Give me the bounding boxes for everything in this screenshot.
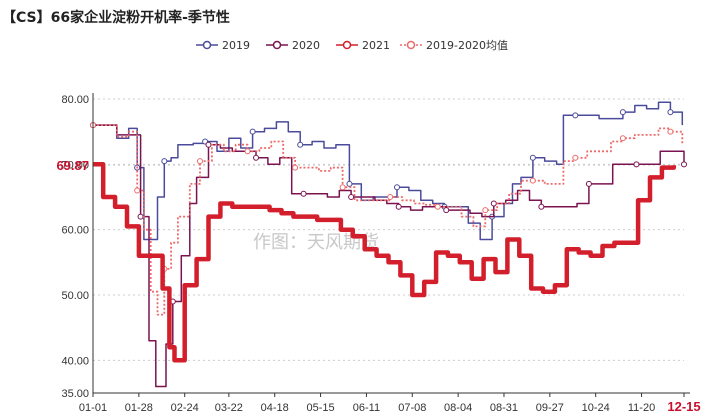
data-point: [205, 141, 212, 148]
x-tick-label: 01-01: [79, 402, 107, 414]
series-2021: [93, 162, 677, 363]
x-tick-label: 03-22: [215, 402, 243, 414]
data-point: [529, 154, 536, 161]
data-point: [619, 109, 626, 116]
data-point: [490, 200, 497, 207]
legend-item: 2019: [196, 39, 250, 52]
y-tick-label: 40.00: [61, 355, 89, 367]
data-point: [667, 109, 674, 116]
x-tick-label: 11-20: [628, 402, 655, 414]
x-tick-label: 07-08: [398, 402, 426, 414]
series-line: [93, 124, 685, 388]
data-point: [244, 148, 251, 155]
legend-swatch-marker: [202, 40, 212, 50]
series-line: [93, 162, 677, 363]
data-point: [443, 207, 450, 214]
data-point: [300, 190, 307, 197]
data-point: [633, 161, 640, 168]
data-point: [339, 184, 346, 191]
data-point: [681, 161, 687, 168]
data-point: [585, 180, 592, 187]
data-point: [395, 203, 402, 210]
series-line: [93, 101, 684, 241]
series-2019-2020均值: [90, 122, 684, 316]
legend-label: 2020: [292, 39, 320, 52]
grid-lines: [93, 98, 684, 394]
data-point: [137, 213, 144, 220]
data-point: [529, 177, 536, 184]
data-point: [387, 194, 394, 200]
data-point: [538, 203, 545, 210]
data-point: [297, 141, 304, 148]
x-tick-label: 06-11: [353, 402, 380, 414]
legend-swatch-marker: [342, 40, 352, 50]
legend-item: 2019-2020均值: [400, 39, 508, 52]
data-point: [619, 135, 626, 142]
data-point: [572, 112, 579, 119]
x-tick-label: 01-28: [125, 402, 153, 414]
data-point: [346, 180, 353, 187]
data-point: [196, 158, 203, 165]
axes: 35.00 40.00 50.00 60.00 70.00 80.00 69.87 01-01…: [56, 93, 701, 414]
reference-value-label: 69.87: [56, 158, 89, 173]
data-point: [393, 184, 400, 191]
chart-legend: 2019 2020 2021 2019-2020均值: [196, 39, 508, 52]
x-tick-label: 02-24: [171, 402, 199, 414]
data-point: [253, 154, 260, 161]
y-tick-label: 35.00: [61, 388, 89, 400]
x-tick-label: 10-24: [582, 402, 610, 414]
x-tick-label: 05-15: [306, 402, 334, 414]
legend-swatch-marker: [272, 40, 282, 50]
data-point: [434, 203, 441, 210]
data-point: [482, 207, 489, 214]
watermark: 作图：天风期货: [253, 232, 379, 253]
x-tick-label: 09-27: [536, 402, 564, 414]
y-tick-label: 80.00: [61, 94, 89, 106]
legend-item: 2021: [336, 39, 390, 52]
legend-label: 2019: [222, 39, 250, 52]
data-point: [249, 128, 256, 135]
chart-title: 【CS】66家企业淀粉开机率-季节性: [2, 9, 230, 26]
data-point: [134, 187, 141, 194]
data-point: [667, 128, 674, 135]
data-point: [348, 194, 355, 200]
x-tick-label: 08-31: [490, 402, 518, 414]
data-point: [572, 154, 579, 161]
y-tick-label: 50.00: [61, 290, 89, 302]
legend-item: 2020: [266, 39, 320, 52]
y-tick-label: 70.00: [61, 159, 89, 171]
series-group: [90, 101, 687, 388]
legend-swatch-marker: [406, 40, 416, 50]
legend-label: 2019-2020均值: [426, 39, 508, 52]
x-tick-label: 12-15: [667, 399, 700, 414]
y-tick-label: 60.00: [61, 225, 89, 237]
series-2019: [90, 101, 684, 241]
data-point: [161, 158, 168, 165]
data-point: [292, 164, 299, 171]
series-line: [93, 124, 684, 316]
legend-label: 2021: [362, 39, 390, 52]
x-tick-label: 08-04: [444, 402, 472, 414]
x-tick-label: 04-18: [261, 402, 289, 414]
